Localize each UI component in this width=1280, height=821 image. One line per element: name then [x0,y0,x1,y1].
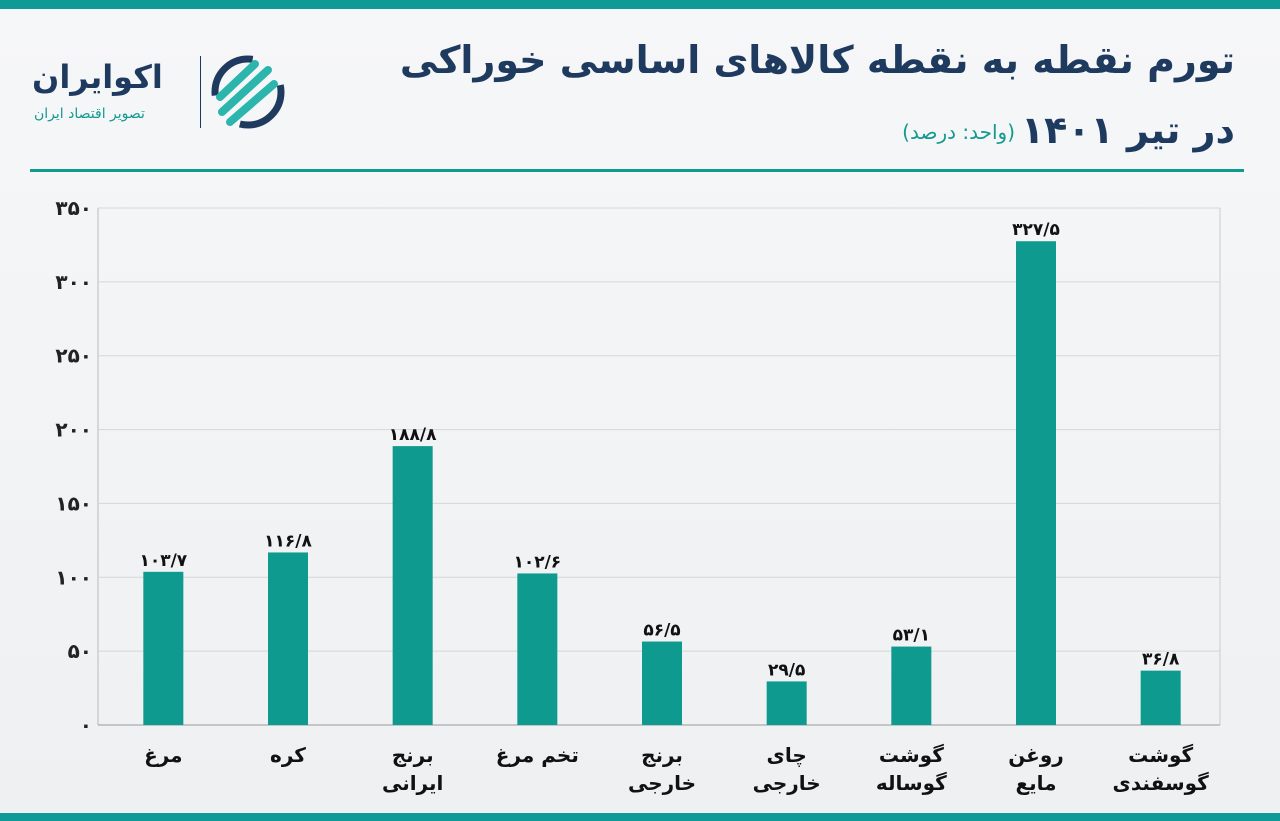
value-label: ۳۲۷/۵ [1012,220,1060,240]
value-label: ۵۶/۵ [643,621,680,641]
bar [392,446,433,725]
value-label: ۱۰۲/۶ [513,552,561,572]
y-tick-label: ۱۰۰ [55,565,92,589]
category-label: مرغ [144,743,183,767]
category-label: ایرانی [382,771,443,795]
bar [766,681,807,725]
logo-name: اکوایران [32,58,163,96]
header-divider [30,169,1244,172]
value-label: ۱۰۳/۷ [139,551,187,571]
category-label: مایع [1015,771,1056,795]
value-label: ۳۶/۸ [1142,650,1180,670]
bar [1140,670,1181,725]
bar [268,552,308,725]
y-tick-label: ۱۵۰ [55,491,92,515]
bottom-accent-bar [0,813,1280,821]
category-label: چای [767,743,807,768]
chart-title-line2: در تیر ۱۴۰۱ [1020,108,1235,152]
y-tick-label: ۲۰۰ [55,418,92,442]
category-label: خارجی [753,771,821,795]
logo-tagline: تصویر اقتصاد ایران [34,106,145,122]
value-label: ۱۸۸/۸ [389,425,437,445]
bar [517,573,558,725]
y-tick-label: ۲۵۰ [55,344,92,368]
y-tick-label: ۳۵۰ [55,196,92,220]
bar [1016,241,1056,725]
category-label: گوشت [1128,743,1193,767]
category-label: برنج [641,743,683,767]
logo-divider [200,56,201,128]
value-label: ۲۹/۵ [768,660,805,680]
chart-title: تورم نقطه به نقطه کالاهای اساسی خوراکی [399,38,1235,82]
value-label: ۱۱۶/۸ [264,531,312,551]
top-accent-bar [0,0,1280,9]
unit-label: (واحد: درصد) [902,120,1015,144]
y-tick-label: ۰ [80,713,92,737]
category-label: گوساله [876,771,947,795]
y-tick-label: ۵۰ [68,639,92,663]
bar [891,646,932,725]
bar [642,641,682,725]
category-label: خارجی [628,771,696,795]
category-label: برنج [392,743,434,767]
category-label: کره [270,743,306,767]
category-label: تخم مرغ [496,743,579,767]
category-label: گوسفندی [1113,771,1210,795]
y-tick-label: ۳۰۰ [55,270,92,294]
logo: اکوایران تصویر اقتصاد ایران [30,52,290,132]
bar [143,571,184,725]
category-label: روغن [1008,743,1064,767]
logo-mark-icon [211,55,285,129]
value-label: ۵۳/۱ [893,626,930,646]
category-label: گوشت [879,743,944,767]
